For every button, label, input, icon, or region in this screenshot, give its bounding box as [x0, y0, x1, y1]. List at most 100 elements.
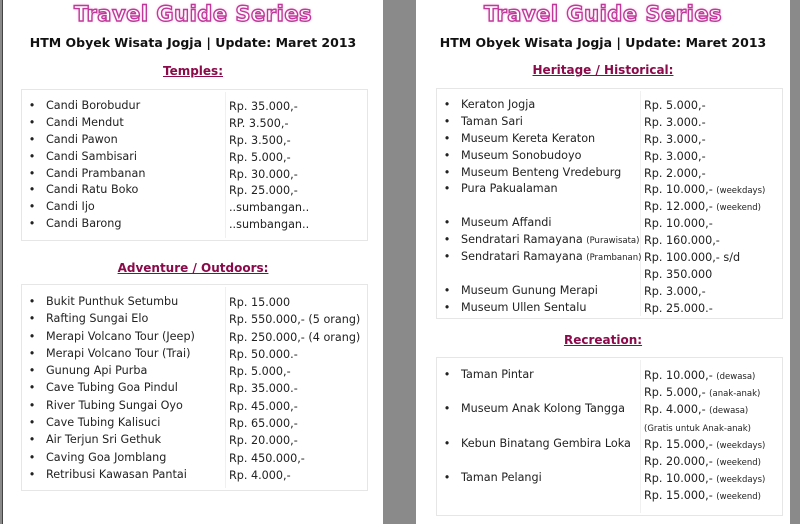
price-text: Rp. 550.000,- (5 orang) [229, 313, 361, 327]
item-price: Rp. 4.000,- (dewasa) [644, 401, 748, 420]
list-item: • Retribusi Kawasan Pantai Rp. 4.000,- [22, 466, 367, 483]
column-divider [640, 360, 641, 513]
item-price: Rp. 160.000,- [644, 233, 720, 250]
list-item: • Museum Affandi Rp. 10.000,- [437, 215, 782, 232]
bullet-icon: • [28, 416, 36, 430]
section-heading-recreation: Recreation: [563, 333, 643, 347]
list-item: • Candi Barong ..sumbangan.. [22, 216, 367, 233]
price-text: Rp. 10.000,- [644, 217, 713, 231]
list-item: • Merapi Volcano Tour (Jeep) Rp. 250.000,-… [22, 328, 367, 345]
item-name: Candi Ratu Boko [46, 182, 138, 199]
item-name-text: Retribusi Kawasan Pantai [46, 467, 187, 481]
bullet-icon: • [28, 295, 36, 308]
item-price: Rp. 15.000 [229, 294, 290, 311]
item-name-text: Taman Pelangi [461, 471, 542, 485]
item-name-text: Merapi Volcano Tour (Trai) [46, 346, 191, 360]
item-name: Caving Goa Jomblang [46, 449, 166, 466]
bullet-icon: • [28, 200, 36, 214]
bullet-icon: • [28, 346, 36, 360]
price-text: Rp. 15.000,- [644, 489, 713, 503]
item-name-text: Taman Sari [461, 114, 523, 128]
price-note: (dewasa) [709, 406, 749, 417]
page-subtitle: HTM Obyek Wisata Jogja | Update: Maret 2… [439, 35, 767, 50]
item-price: Rp. 10.000,- (dewasa) [644, 367, 755, 386]
item-name: Cave Tubing Goa Pindul [46, 379, 178, 396]
price-text: Rp. 15.000 [229, 296, 291, 309]
list-item: • Gunung Api Purba Rp. 5.000,- [22, 362, 367, 379]
price-text: Rp. 3.000.- [644, 115, 706, 129]
item-name: River Tubing Sungai Oyo [46, 397, 183, 414]
list-item: • Air Terjun Sri Gethuk Rp. 20.000,- [22, 431, 367, 448]
bullet-icon: • [28, 398, 36, 412]
item-name: Candi Barong [46, 216, 121, 233]
item-name-text: Candi Prambanan [46, 166, 146, 180]
item-name: Merapi Volcano Tour (Trai) [46, 345, 191, 362]
heritage-table: • Keraton Jogja Rp. 5.000,- • Taman Sari Rp. … [436, 88, 783, 319]
bullet-icon: • [28, 166, 36, 180]
price-text: Rp. 65.000,- [229, 417, 298, 431]
bullet-icon: • [28, 217, 36, 231]
price-text: Rp. 35.000.- [229, 382, 298, 396]
item-name-text: Pura Pakualaman [461, 182, 558, 196]
price-text: Rp. 5.000,- [644, 99, 706, 112]
item-price: Rp. 2.000,- [644, 166, 706, 183]
list-item: • Taman Pelangi Rp. 10.000,- (weekdays) Rp.… [437, 469, 782, 503]
item-name-text: Kebun Binatang Gembira Loka [461, 436, 631, 450]
item-price: Rp. 5.000,- (anak-anak) [644, 384, 760, 403]
list-item: • Bukit Punthuk Setumbu Rp. 15.000 [22, 293, 367, 310]
price-text: Rp. 30.000,- [229, 167, 298, 181]
section-heading-heritage: Heritage / Historical: [532, 63, 674, 77]
list-item: • Museum Gunung Merapi Rp. 3.000,- [437, 283, 782, 300]
item-name: Candi Prambanan [46, 166, 145, 183]
item-name: Bukit Punthuk Setumbu [46, 293, 178, 310]
price-text: Rp. 25.000.- [644, 301, 713, 315]
list-item: • River Tubing Sungai Oyo Rp. 45.000,- [22, 397, 367, 414]
item-name-text: Caving Goa Jomblang [46, 450, 167, 464]
list-item: • Taman Pintar Rp. 10.000,- (dewasa) Rp. 5.… [437, 366, 782, 400]
item-price: Rp. 15.000,- (weekend) [644, 487, 761, 506]
item-name: Sendratari Ramayana (Prambanan) [461, 249, 641, 283]
item-name-text: Cave Tubing Goa Pindul [46, 381, 178, 395]
item-name: Merapi Volcano Tour (Jeep) [46, 328, 195, 345]
item-name: Pura Pakualaman [461, 181, 558, 215]
item-name-text: Taman Pintar [461, 368, 534, 381]
item-price: Rp. 3.000,- [644, 149, 706, 166]
bullet-icon: • [443, 114, 451, 128]
item-price: Rp. 3.000.- [644, 115, 706, 132]
item-price: Rp. 550.000,- (5 orang) [229, 311, 360, 328]
price-note: (weekdays) [716, 440, 766, 451]
item-name: Air Terjun Sri Gethuk [46, 431, 161, 448]
price-text: ..sumbangan.. [229, 218, 310, 232]
item-name-text: Candi Sambisari [46, 149, 137, 163]
item-name: Rafting Sungai Elo [46, 310, 148, 327]
item-name: Museum Benteng Vredeburg [461, 165, 621, 182]
item-price: Rp. 3.000,- [644, 132, 706, 149]
bullet-icon: • [28, 132, 36, 146]
item-name: Candi Mendut [46, 115, 124, 132]
item-name: Taman Pintar [461, 366, 534, 400]
bullet-icon: • [28, 329, 36, 343]
price-note: (Gratis untuk Anak-anak) [644, 423, 751, 434]
item-price: Rp. 35.000.- [229, 380, 298, 397]
item-name-text: Sendratari Ramayana [461, 233, 583, 247]
item-price: Rp. 5.000,- [644, 98, 706, 115]
bullet-icon: • [443, 148, 451, 162]
price-text: Rp. 350.000 [644, 267, 713, 281]
price-note: (weekend) [716, 203, 761, 214]
price-text: Rp. 4.000,- [229, 468, 291, 482]
item-name: Taman Sari [461, 114, 523, 131]
item-name-text: Keraton Jogja [461, 98, 536, 111]
item-name: Keraton Jogja [461, 97, 535, 114]
item-name-text: Museum Ullen Sentalu [461, 300, 587, 314]
item-price: Rp. 3.500,- [229, 133, 291, 150]
price-text: Rp. 15.000,- [644, 437, 713, 451]
item-price: Rp. 30.000,- [229, 167, 298, 184]
right-page: Travel Guide Series HTM Obyek Wisata Jog… [416, 0, 790, 524]
item-name-text: Candi Pawon [46, 132, 118, 146]
price-text: Rp. 2.000,- [644, 166, 706, 180]
price-note: (weekdays) [716, 475, 766, 486]
price-text: Rp. 250.000,- (4 orang) [229, 330, 361, 344]
price-text: Rp. 10.000,- [644, 183, 713, 197]
list-item: • Museum Ullen Sentalu Rp. 25.000.- [437, 300, 782, 317]
item-name-text: Museum Benteng Vredeburg [461, 165, 622, 179]
